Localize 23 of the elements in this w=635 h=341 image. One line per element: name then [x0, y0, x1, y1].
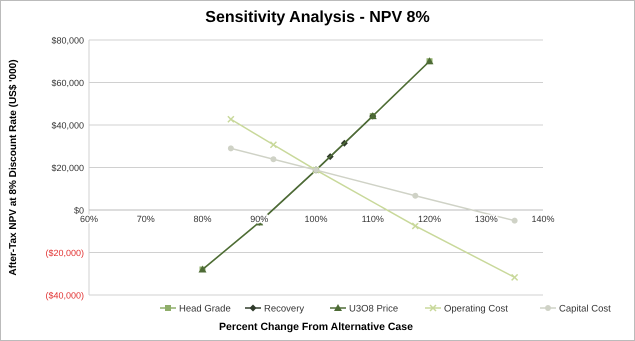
x-tick-label: 70% [136, 214, 155, 224]
x-tick-label: 110% [362, 214, 384, 224]
y-tick-label: ($20,000) [45, 248, 84, 258]
x-tick-label: 140% [531, 214, 555, 224]
y-tick-label: $80,000 [51, 36, 84, 46]
y-tick-label: $20,000 [51, 163, 84, 173]
x-tick-label: 120% [418, 214, 442, 224]
x-tick-label: 130% [474, 214, 498, 224]
x-axis-title: Percent Change From Alternative Case [219, 321, 414, 333]
legend-label: Head Grade [179, 304, 231, 314]
y-tick-label: ($40,000) [45, 290, 84, 300]
chart-title: Sensitivity Analysis - NPV 8% [205, 9, 430, 26]
y-axis-title: After-Tax NPV at 8% Discount Rate (US$ '000) [8, 59, 19, 276]
y-tick-label: $0 [74, 206, 84, 216]
legend-label: Capital Cost [559, 304, 612, 314]
legend-label: Recovery [264, 304, 304, 314]
x-tick-label: 100% [304, 214, 328, 224]
y-tick-label: $60,000 [51, 78, 84, 88]
x-tick-label: 80% [193, 214, 212, 224]
legend-label: Operating Cost [444, 304, 508, 314]
legend-label: U3O8 Price [349, 304, 398, 314]
x-tick-label: 60% [80, 214, 98, 224]
y-tick-label: $40,000 [51, 120, 84, 130]
